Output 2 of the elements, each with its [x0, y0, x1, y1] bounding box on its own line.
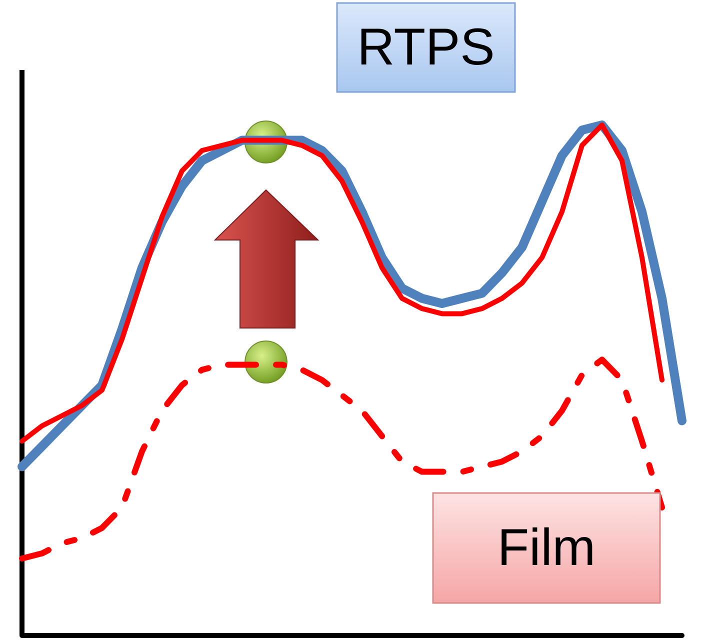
annotation: Film	[497, 519, 596, 577]
text: RTPS	[357, 18, 495, 76]
